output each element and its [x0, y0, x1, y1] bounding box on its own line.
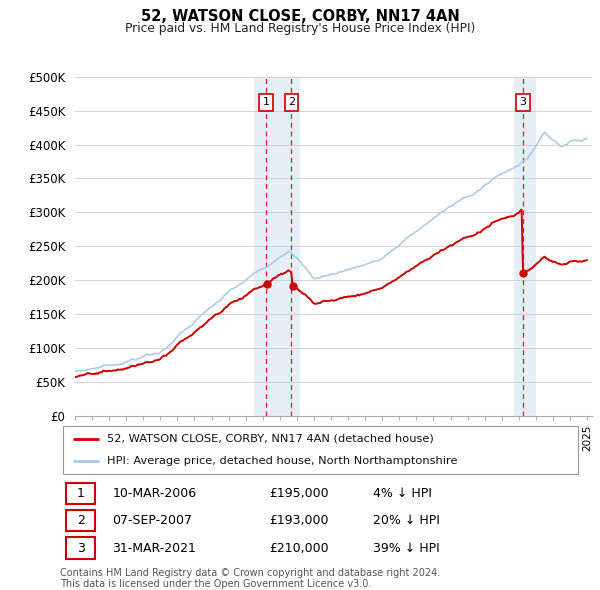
- Text: 52, WATSON CLOSE, CORBY, NN17 4AN (detached house): 52, WATSON CLOSE, CORBY, NN17 4AN (detac…: [107, 434, 434, 444]
- Text: 31-MAR-2021: 31-MAR-2021: [112, 542, 196, 555]
- Text: £210,000: £210,000: [269, 542, 328, 555]
- Text: 1: 1: [263, 97, 269, 107]
- Text: 20% ↓ HPI: 20% ↓ HPI: [373, 514, 440, 527]
- Text: 4% ↓ HPI: 4% ↓ HPI: [373, 487, 432, 500]
- Text: 10-MAR-2006: 10-MAR-2006: [112, 487, 196, 500]
- Text: HPI: Average price, detached house, North Northamptonshire: HPI: Average price, detached house, Nort…: [107, 456, 457, 466]
- Text: Contains HM Land Registry data © Crown copyright and database right 2024.
This d: Contains HM Land Registry data © Crown c…: [60, 568, 440, 589]
- FancyBboxPatch shape: [62, 426, 578, 474]
- Text: £193,000: £193,000: [269, 514, 328, 527]
- Bar: [514, 77, 536, 416]
- Text: £195,000: £195,000: [269, 487, 328, 500]
- Text: 3: 3: [520, 97, 526, 107]
- Text: 2: 2: [77, 514, 85, 527]
- Text: 39% ↓ HPI: 39% ↓ HPI: [373, 542, 440, 555]
- Text: 2: 2: [288, 97, 295, 107]
- FancyBboxPatch shape: [66, 510, 95, 532]
- FancyBboxPatch shape: [66, 537, 95, 559]
- Text: Price paid vs. HM Land Registry's House Price Index (HPI): Price paid vs. HM Land Registry's House …: [125, 22, 475, 35]
- Text: 07-SEP-2007: 07-SEP-2007: [112, 514, 192, 527]
- Text: 3: 3: [77, 542, 85, 555]
- FancyBboxPatch shape: [66, 483, 95, 504]
- Text: 1: 1: [77, 487, 85, 500]
- Bar: [254, 77, 301, 416]
- Text: 52, WATSON CLOSE, CORBY, NN17 4AN: 52, WATSON CLOSE, CORBY, NN17 4AN: [140, 9, 460, 24]
